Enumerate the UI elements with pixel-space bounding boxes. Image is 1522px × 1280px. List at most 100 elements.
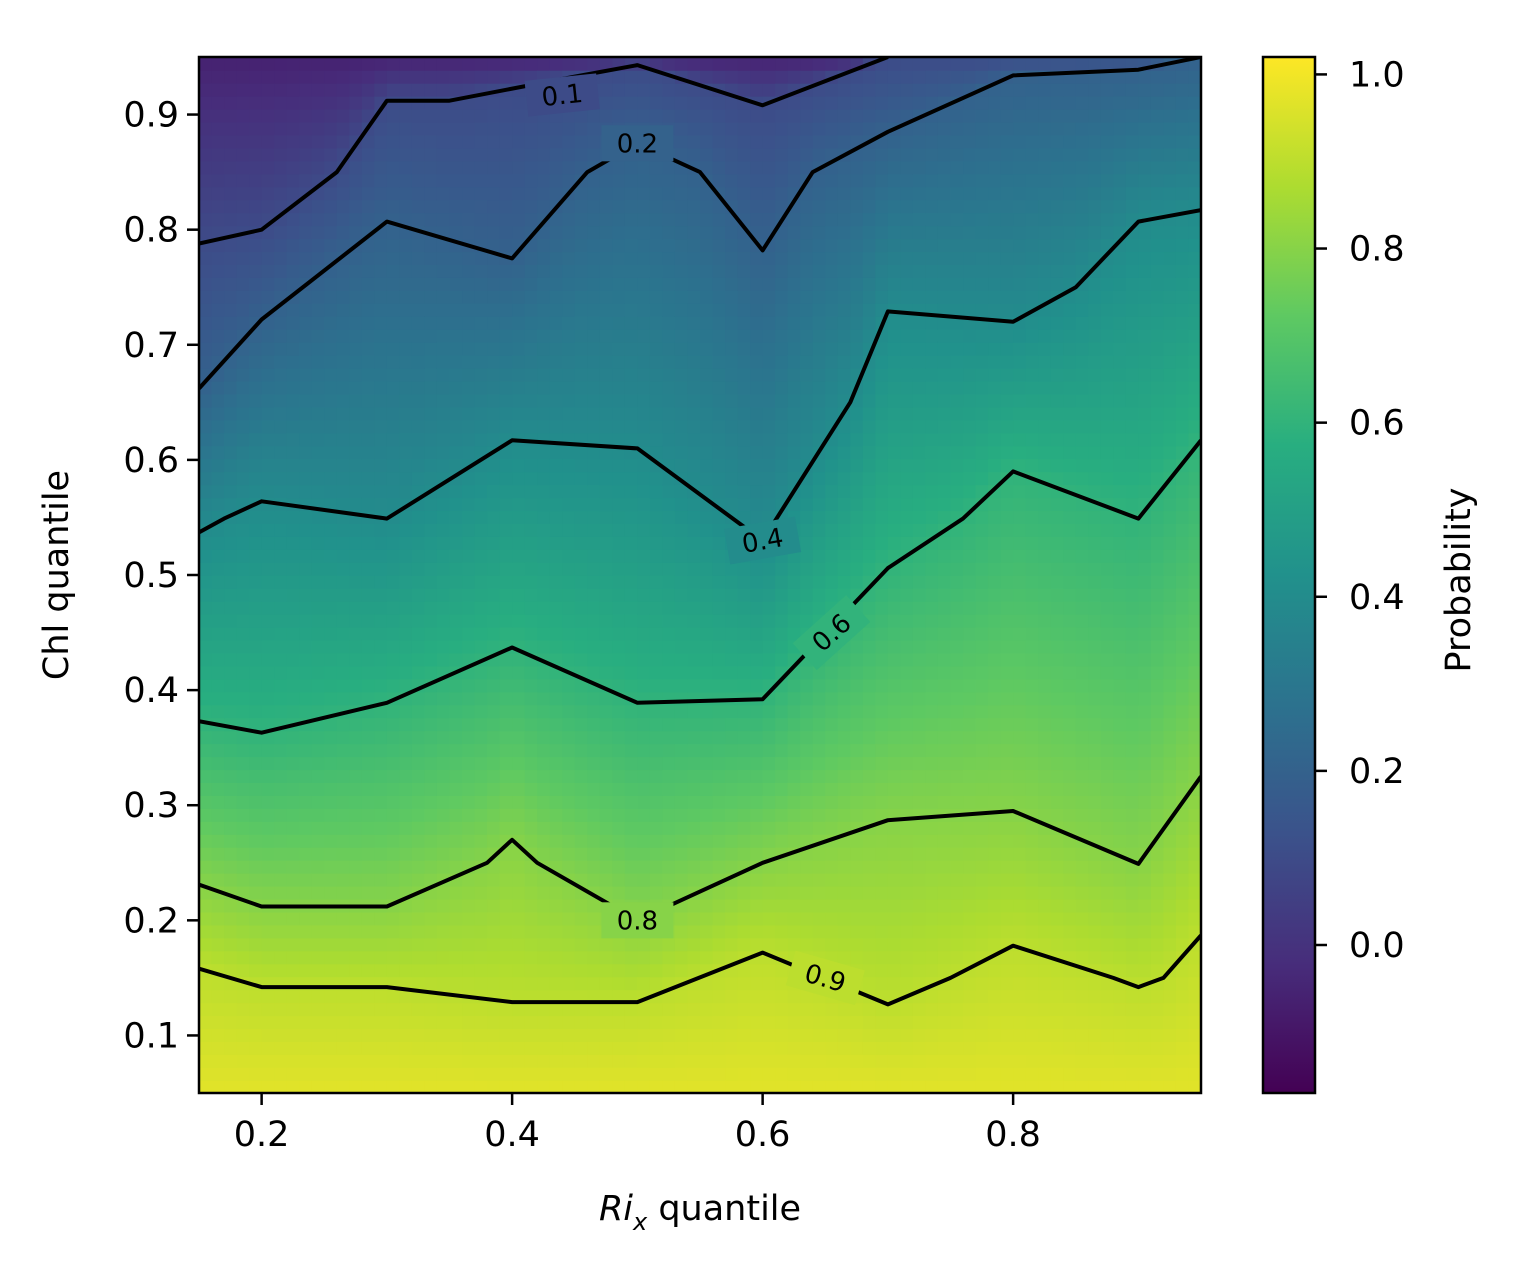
heatmap-cell bbox=[887, 1080, 902, 1093]
heatmap-cell bbox=[512, 665, 526, 680]
heatmap-cell bbox=[674, 963, 689, 978]
heatmap-cell bbox=[687, 134, 701, 149]
heatmap-cell bbox=[900, 1054, 914, 1068]
heatmap-cell bbox=[399, 458, 413, 473]
heatmap-cell bbox=[875, 277, 889, 291]
heatmap-cell bbox=[462, 290, 476, 304]
heatmap-cell bbox=[963, 821, 977, 835]
heatmap-cell bbox=[775, 575, 789, 589]
heatmap-cell bbox=[687, 808, 701, 822]
heatmap-cell bbox=[449, 562, 463, 576]
heatmap-cell bbox=[937, 277, 952, 291]
heatmap-cell bbox=[950, 989, 964, 1004]
heatmap-cell bbox=[411, 1080, 426, 1093]
heatmap-cell bbox=[512, 963, 526, 978]
heatmap-cell bbox=[449, 639, 463, 654]
heatmap-cell bbox=[862, 976, 877, 991]
heatmap-cell bbox=[261, 885, 275, 900]
heatmap-cell bbox=[474, 212, 488, 227]
heatmap-cell bbox=[549, 626, 564, 641]
heatmap-cell bbox=[574, 859, 589, 874]
heatmap-cell bbox=[286, 730, 300, 745]
heatmap-cell bbox=[449, 1015, 463, 1030]
heatmap-cell bbox=[524, 406, 538, 421]
heatmap-cell bbox=[449, 678, 463, 693]
heatmap-cell bbox=[361, 769, 376, 783]
heatmap-cell bbox=[474, 898, 488, 913]
heatmap-cell bbox=[199, 549, 213, 563]
heatmap-cell bbox=[775, 134, 789, 149]
heatmap-cell bbox=[386, 367, 401, 382]
heatmap-cell bbox=[436, 1028, 451, 1042]
heatmap-cell bbox=[549, 290, 564, 304]
heatmap-cell bbox=[286, 134, 300, 149]
heatmap-cell bbox=[937, 717, 952, 732]
heatmap-cell bbox=[725, 108, 739, 123]
heatmap-cell bbox=[524, 147, 538, 162]
heatmap-cell bbox=[850, 808, 864, 822]
heatmap-cell bbox=[950, 872, 964, 887]
heatmap-cell bbox=[274, 639, 288, 654]
heatmap-cell bbox=[512, 549, 526, 563]
heatmap-cell bbox=[462, 510, 476, 524]
heatmap-cell bbox=[862, 885, 877, 900]
heatmap-cell bbox=[649, 782, 664, 796]
heatmap-cell bbox=[887, 575, 902, 589]
heatmap-cell bbox=[386, 484, 401, 499]
heatmap-cell bbox=[637, 251, 651, 265]
heatmap-cell bbox=[800, 1002, 814, 1017]
heatmap-cell bbox=[537, 795, 551, 809]
heatmap-cell bbox=[662, 1080, 676, 1093]
heatmap-cell bbox=[449, 134, 463, 149]
heatmap-cell bbox=[612, 277, 626, 291]
heatmap-cell bbox=[624, 600, 639, 615]
heatmap-cell bbox=[336, 277, 351, 291]
heatmap-cell bbox=[199, 264, 213, 278]
heatmap-cell bbox=[411, 354, 426, 369]
heatmap-cell bbox=[750, 808, 764, 822]
heatmap-cell bbox=[436, 1015, 451, 1030]
heatmap-cell bbox=[687, 471, 701, 486]
heatmap-cell bbox=[825, 1054, 839, 1068]
heatmap-cell bbox=[587, 510, 601, 524]
heatmap-cell bbox=[562, 199, 576, 214]
heatmap-cell bbox=[750, 406, 764, 421]
heatmap-cell bbox=[599, 1041, 614, 1055]
heatmap-cell bbox=[812, 795, 827, 809]
heatmap-cell bbox=[599, 212, 614, 227]
heatmap-cell bbox=[587, 575, 601, 589]
heatmap-cell bbox=[862, 497, 877, 512]
heatmap-cell bbox=[386, 1002, 401, 1017]
heatmap-cell bbox=[537, 937, 551, 952]
heatmap-cell bbox=[436, 1067, 451, 1081]
heatmap-cell bbox=[424, 1028, 438, 1042]
heatmap-cell bbox=[349, 393, 363, 408]
heatmap-cell bbox=[612, 160, 626, 175]
heatmap-cell bbox=[574, 1041, 589, 1055]
heatmap-cell bbox=[862, 303, 877, 317]
heatmap-cell bbox=[487, 626, 501, 641]
heatmap-cell bbox=[800, 587, 814, 602]
heatmap-cell bbox=[963, 121, 977, 136]
heatmap-cell bbox=[637, 69, 651, 84]
heatmap-cell bbox=[837, 911, 852, 926]
heatmap-cell bbox=[499, 937, 513, 952]
heatmap-cell bbox=[474, 639, 488, 654]
heatmap-cell bbox=[737, 367, 751, 382]
heatmap-cell bbox=[474, 277, 488, 291]
heatmap-cell bbox=[249, 108, 263, 123]
heatmap-cell bbox=[361, 69, 376, 84]
heatmap-cell bbox=[299, 108, 313, 123]
heatmap-cell bbox=[662, 238, 676, 253]
heatmap-cell bbox=[725, 173, 739, 188]
heatmap-cell bbox=[562, 937, 576, 952]
heatmap-cell bbox=[361, 238, 376, 253]
heatmap-cell bbox=[249, 665, 263, 680]
heatmap-cell bbox=[674, 497, 689, 512]
heatmap-cell bbox=[324, 134, 338, 149]
heatmap-cell bbox=[825, 445, 839, 460]
heatmap-cell bbox=[399, 562, 413, 576]
heatmap-cell bbox=[662, 212, 676, 227]
heatmap-cell bbox=[700, 846, 714, 861]
heatmap-cell bbox=[925, 1054, 939, 1068]
